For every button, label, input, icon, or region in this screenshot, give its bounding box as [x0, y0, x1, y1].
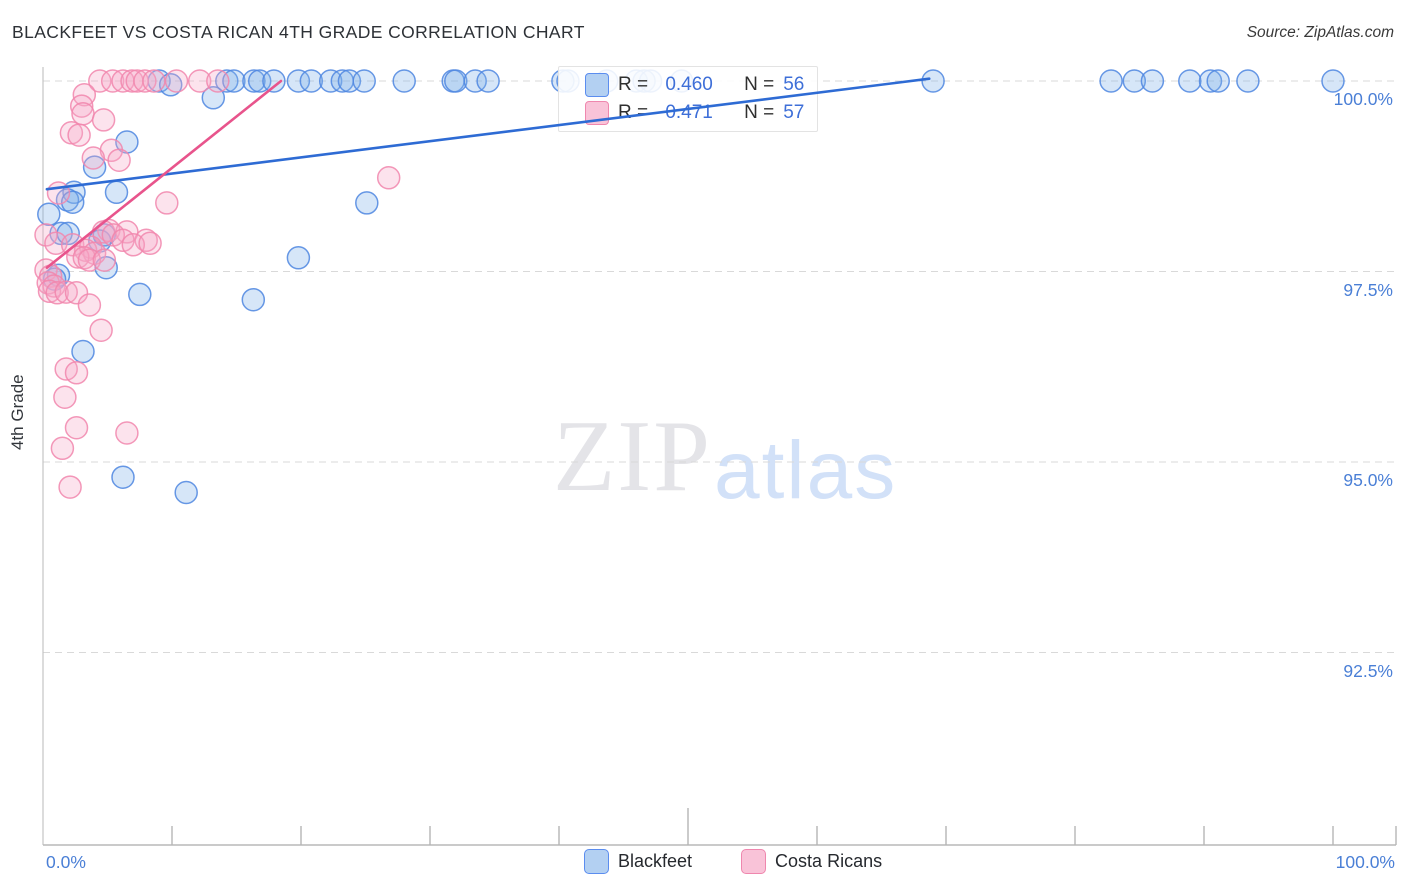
r-label: R = [618, 102, 649, 123]
bottom-legend: Blackfeet Costa Ricans [584, 849, 882, 874]
data-point-blackfeet[interactable] [1140, 69, 1165, 93]
watermark-atlas: atlas [714, 425, 898, 516]
data-point-costa-ricans[interactable] [50, 436, 75, 461]
bottom-legend-label: Costa Ricans [775, 851, 883, 871]
n-value: 56 [783, 74, 805, 95]
data-point-blackfeet[interactable] [476, 69, 500, 93]
blackfeet-swatch-icon [584, 849, 609, 874]
data-point-blackfeet[interactable] [241, 287, 266, 312]
page-title: BLACKFEET VS COSTA RICAN 4TH GRADE CORRE… [12, 22, 585, 42]
x-tick-label-max: 100.0% [1335, 852, 1395, 872]
data-point-blackfeet[interactable] [128, 282, 152, 307]
legend-box: R = 0.460 N = 56 R = 0.471 N = 57 [558, 66, 818, 132]
data-point-costa-ricans[interactable] [206, 69, 230, 93]
data-point-blackfeet[interactable] [1206, 69, 1230, 93]
costa-ricans-swatch-icon [741, 849, 767, 874]
data-point-blackfeet[interactable] [174, 480, 198, 505]
data-point-blackfeet[interactable] [392, 69, 416, 93]
data-point-costa-ricans[interactable] [77, 293, 102, 317]
data-point-costa-ricans[interactable] [71, 102, 95, 126]
data-point-costa-ricans[interactable] [45, 281, 69, 305]
data-point-blackfeet[interactable] [921, 69, 945, 93]
data-point-costa-ricans[interactable] [155, 191, 179, 215]
data-point-blackfeet[interactable] [286, 246, 311, 270]
data-point-blackfeet[interactable] [1099, 69, 1123, 93]
y-tick-label: 92.5% [1343, 660, 1393, 681]
data-point-blackfeet[interactable] [71, 339, 95, 364]
costa-ricans-swatch-icon [585, 101, 609, 125]
data-point-blackfeet[interactable] [1178, 69, 1202, 93]
data-point-blackfeet[interactable] [1321, 69, 1345, 93]
data-point-costa-ricans[interactable] [142, 69, 166, 93]
legend-row-costa-ricans: R = 0.471 N = 57 [559, 101, 817, 125]
data-point-blackfeet[interactable] [104, 180, 129, 205]
bottom-legend-label: Blackfeet [618, 851, 693, 871]
data-point-costa-ricans[interactable] [107, 148, 131, 172]
source-link[interactable]: Source: ZipAtlas.com [1246, 24, 1394, 41]
bottom-legend-item-costa-ricans: Costa Ricans [741, 849, 882, 874]
y-tick-label: 97.5% [1343, 279, 1393, 300]
data-point-costa-ricans[interactable] [64, 361, 89, 385]
data-point-costa-ricans[interactable] [115, 421, 139, 445]
x-tick-label-min: 0.0% [46, 852, 86, 872]
data-point-blackfeet[interactable] [1122, 69, 1147, 93]
data-point-costa-ricans[interactable] [138, 231, 162, 256]
data-point-costa-ricans[interactable] [53, 385, 77, 409]
y-tick-label: 95.0% [1343, 470, 1393, 490]
data-point-costa-ricans[interactable] [64, 415, 89, 440]
data-point-blackfeet[interactable] [37, 202, 61, 227]
r-label: R = [618, 74, 649, 95]
data-point-blackfeet[interactable] [355, 191, 379, 215]
n-value: 57 [783, 102, 805, 123]
bottom-legend-item-blackfeet: Blackfeet [584, 849, 692, 874]
data-point-blackfeet[interactable] [1198, 69, 1223, 93]
r-value: 0.460 [665, 74, 713, 95]
data-point-costa-ricans[interactable] [91, 108, 116, 132]
data-point-costa-ricans[interactable] [164, 69, 189, 93]
data-point-costa-ricans[interactable] [37, 279, 62, 304]
data-point-costa-ricans[interactable] [64, 281, 89, 305]
data-point-blackfeet[interactable] [111, 465, 135, 489]
data-point-costa-ricans[interactable] [46, 181, 71, 205]
n-label: N = [744, 74, 775, 95]
data-point-blackfeet[interactable] [352, 69, 376, 93]
data-point-blackfeet[interactable] [262, 69, 286, 93]
blackfeet-swatch-icon [585, 73, 609, 97]
data-point-costa-ricans[interactable] [89, 318, 113, 342]
data-point-blackfeet[interactable] [1236, 69, 1260, 93]
data-point-costa-ricans[interactable] [376, 166, 401, 190]
n-label: N = [744, 102, 775, 123]
data-point-costa-ricans[interactable] [81, 146, 106, 170]
r-value: 0.471 [665, 102, 713, 123]
watermark-zip: ZIP [553, 400, 712, 513]
y-axis-title: 4th Grade [8, 374, 27, 450]
data-point-costa-ricans[interactable] [58, 475, 82, 499]
y-tick-label: 100.0% [1333, 89, 1393, 109]
legend-row-blackfeet: R = 0.460 N = 56 [559, 73, 817, 97]
data-point-costa-ricans[interactable] [67, 123, 91, 147]
data-point-costa-ricans[interactable] [92, 248, 117, 272]
